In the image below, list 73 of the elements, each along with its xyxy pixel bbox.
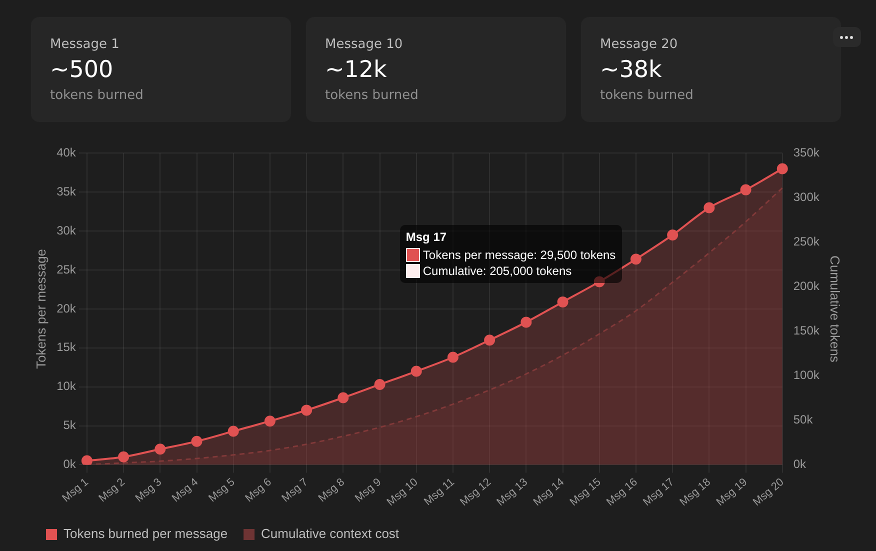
x-tick-label: Msg 12 (458, 476, 494, 509)
y-tick-label: 20k (56, 301, 77, 316)
y2-tick-label: 0k (793, 457, 808, 472)
point (154, 444, 166, 455)
y2-tick-label: 150k (793, 324, 820, 338)
point (228, 426, 239, 437)
y-tick-label: 25k (56, 262, 77, 276)
point (301, 404, 312, 416)
point (410, 366, 422, 377)
text: ~500 (50, 57, 114, 83)
y-tick-label: 15k (56, 340, 77, 354)
y-tick-label: 0k (63, 457, 77, 472)
text: tokens burned (50, 88, 144, 103)
point (81, 455, 92, 465)
text: tokens burned (325, 88, 418, 103)
text: tokens burned (600, 88, 694, 103)
legend-label: Cumulative context cost (261, 526, 400, 542)
x-tick-label: Msg 11 (422, 476, 457, 508)
text: Message 20 (600, 37, 678, 52)
y-tick-label: 35k (56, 184, 77, 198)
y-tick-label: 30k (56, 223, 77, 238)
point (191, 436, 202, 447)
x-tick-label: Msg 19 (714, 476, 750, 509)
point (374, 378, 386, 390)
x-tick-label: Msg 5 (206, 476, 238, 505)
point (484, 334, 496, 346)
y2-tick-label: 200k (793, 279, 820, 294)
annotation: Msg 17 (406, 230, 448, 244)
y2-tick-label: 100k (793, 368, 820, 382)
x-tick-label: Msg 20 (750, 476, 786, 509)
annotation: Tokens per message: 29,500 tokens (422, 248, 616, 262)
point (264, 416, 276, 427)
point (776, 163, 788, 174)
text: Message 10 (325, 37, 403, 52)
y2-tick-label: 300k (793, 190, 820, 204)
point (447, 352, 458, 363)
x-tick-label: Msg 13 (494, 476, 530, 509)
text: Message 1 (50, 37, 120, 52)
text: ~12k (325, 57, 387, 83)
point (667, 229, 678, 240)
x-tick-label: Msg 6 (243, 476, 274, 505)
annotation: Cumulative: 205,000 tokens (422, 264, 572, 278)
x-tick-label: Msg 14 (531, 476, 567, 509)
x-tick-label: Msg 16 (604, 476, 640, 509)
legend-label: Tokens burned per message (64, 526, 228, 542)
text: ~38k (600, 57, 662, 83)
x-tick-label: Msg 8 (316, 476, 348, 505)
y2-tick-label: 50k (793, 412, 814, 427)
y2-tick-label: 250k (793, 234, 820, 249)
x-tick-label: Msg 1 (60, 476, 91, 505)
x-tick-label: Msg 4 (170, 476, 201, 505)
y-tick-label: 5k (63, 418, 77, 432)
x-tick-label: Msg 10 (384, 476, 420, 509)
x-tick-label: Msg 15 (568, 476, 604, 509)
point (594, 276, 605, 288)
point (704, 202, 715, 214)
point (118, 451, 130, 462)
x-tick-label: Msg 7 (280, 476, 310, 505)
x-tick-label: Msg 2 (96, 476, 128, 505)
point (740, 184, 752, 196)
point (557, 296, 568, 308)
point (338, 392, 349, 404)
y-tick-label: 10k (56, 379, 77, 394)
y-axis-title: Tokens per message (33, 248, 48, 369)
y-tick-label: 40k (56, 146, 77, 160)
point (520, 316, 532, 328)
y2-axis-title: Cumulative tokens (828, 255, 843, 363)
x-tick-label: Msg 9 (352, 476, 384, 505)
point (630, 254, 642, 265)
x-tick-label: Msg 18 (678, 476, 714, 509)
x-tick-label: Msg 3 (133, 476, 164, 505)
x-tick-label: Msg 17 (641, 476, 676, 509)
y2-tick-label: 350k (793, 146, 820, 160)
